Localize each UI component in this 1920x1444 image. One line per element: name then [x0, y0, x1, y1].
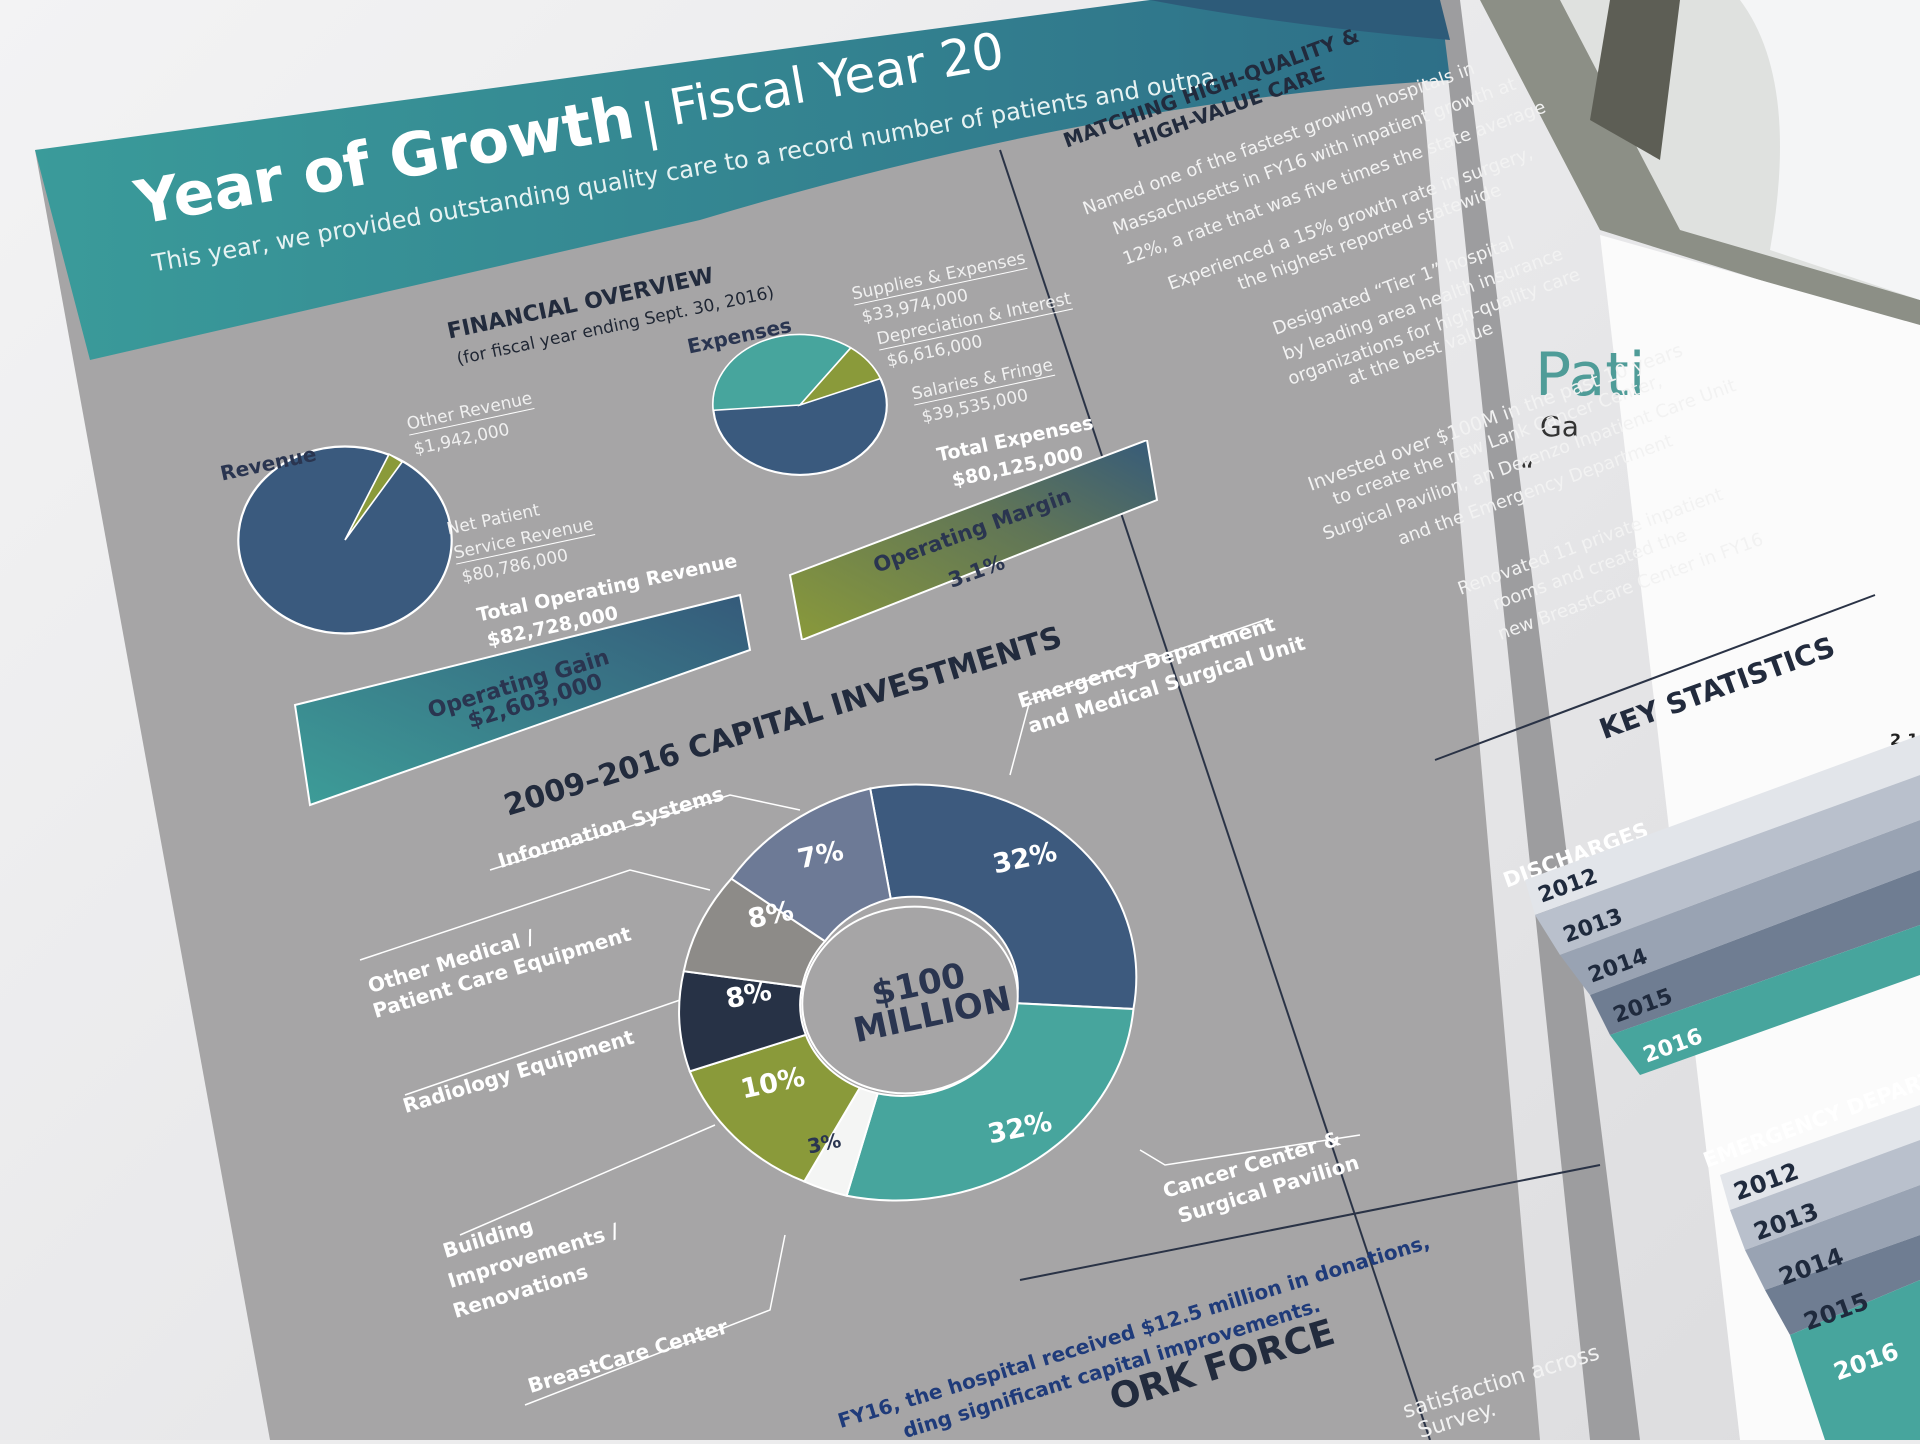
revenue-pie	[237, 445, 453, 635]
right-page-heading: Pati	[1535, 340, 1646, 410]
donut-slice-building	[688, 1033, 862, 1183]
right-page-subheading: Ga	[1540, 410, 1579, 443]
operating-gain-box	[293, 593, 752, 807]
right-page-quote: “	[1520, 455, 1535, 488]
operating-margin-box	[788, 440, 1159, 640]
expenses-pie	[712, 333, 888, 476]
revenue-slice-other	[344, 453, 404, 541]
expenses-slice-supplies	[712, 333, 853, 412]
donut-slice-emergency	[869, 783, 1138, 1011]
donut-slice-information-systems	[729, 787, 892, 943]
expenses-slice-depreciation	[797, 346, 882, 407]
capital-donut	[678, 783, 1138, 1202]
